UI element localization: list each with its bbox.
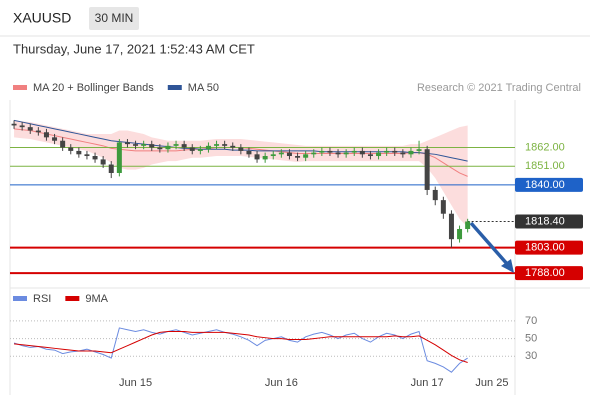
indicator-line [13,330,468,363]
candle-body [278,152,284,155]
candle-body [100,159,106,165]
x-tick-label: Jun 17 [411,377,444,389]
level-label: 1840.00 [525,179,565,191]
legend-swatch [167,85,182,90]
candle-body [149,144,155,148]
candle-body [384,150,390,153]
candle-body [214,144,220,146]
level-label-box [515,266,583,281]
level-label: 1862.00 [525,141,565,153]
candle-body [11,123,17,126]
level-label: 1803.00 [525,242,565,254]
legend-swatch [65,296,80,301]
candle-body [19,125,25,128]
candle-body [222,144,228,146]
candle-body [400,152,406,155]
candle-body [457,228,463,240]
candle-body [392,150,398,153]
candle-body [408,150,414,155]
candle-body [157,147,163,150]
x-tick-label: Jun 15 [119,377,152,389]
x-tick-label: Jun 25 [475,377,508,389]
candle-body [327,150,333,153]
candle-body [52,137,58,141]
candle-body [27,127,33,131]
candle-body [68,147,74,151]
candle-body [238,147,244,151]
candle-body [254,154,260,160]
projection-arrow [469,221,510,267]
candle-body [181,144,187,148]
candle-body [343,152,349,155]
candle-body [76,150,82,155]
candle-body [173,144,179,146]
level-label: 1851.00 [525,160,565,172]
candle-body [367,154,373,157]
candle-body [359,150,365,155]
candle-body [303,154,309,158]
candle-body [440,200,446,214]
timeframe-button[interactable] [89,7,139,30]
candle-body [311,152,317,155]
x-tick-label: Jun 16 [265,377,298,389]
legend-label: 9MA [85,293,108,305]
level-label: 1788.00 [525,267,565,279]
y-tick-label: 70 [525,315,537,327]
candle-body [465,221,471,229]
level-label: 1818.40 [525,215,565,227]
candle-body [133,144,139,146]
candle-body [116,142,122,173]
candle-body [84,154,90,157]
timeframe: 30 MIN [95,11,134,25]
credit: Research © 2021 Trading Central [417,82,581,94]
candle-body [416,149,422,151]
candle-body [108,164,114,173]
candle-body [165,145,171,150]
candle-body [124,142,130,145]
candle-body [376,152,382,157]
candle-body [230,145,236,148]
candle-body [92,156,98,160]
timestamp: Thursday, June 17, 2021 1:52:43 AM CET [13,41,255,56]
candle-body [43,132,49,138]
rsi-panel: 30 50 70 RSI 9MA [10,293,537,373]
legend-swatch [13,296,27,301]
candle-body [432,189,438,201]
candle-body [141,144,147,146]
candle-body [424,149,430,190]
candle-body [246,150,252,155]
y-tick-label: 50 [525,332,537,344]
level-label-box [515,214,583,229]
legend-swatch [13,85,27,90]
legend-label: RSI [33,293,51,305]
level-label-box [515,177,583,192]
candle-body [262,156,268,160]
candle-body [351,150,357,153]
candle-body [286,152,292,157]
candle-body [295,156,301,158]
candle-body [189,147,195,151]
legend-label: MA 20 + Bollinger Bands [33,82,154,94]
candle-body [448,213,454,240]
y-tick-label: 30 [525,350,537,362]
legend-label: MA 50 [188,82,219,94]
arrow-head [501,259,514,273]
candle-body [60,140,66,148]
candle-body [335,152,341,155]
candle-body [319,150,325,153]
price-panel: 1862.00 1851.00 1840.00 1818.40 1803.00 1788.… [10,82,583,389]
indicator-line [13,327,468,373]
candle-body [197,149,203,151]
candle-body [35,130,41,133]
level-label-box [515,240,583,255]
candle-body [270,154,276,157]
candle-body [205,145,211,150]
symbol: XAUUSD [13,10,71,26]
